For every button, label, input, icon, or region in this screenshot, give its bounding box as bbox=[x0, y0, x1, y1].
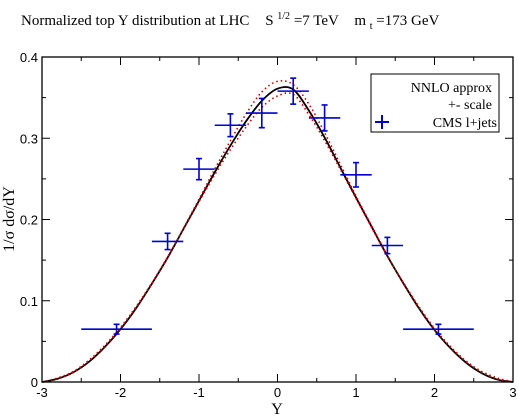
legend-line1: NNLO approx bbox=[411, 81, 492, 96]
legend-cms-label: CMS l+jets bbox=[433, 116, 497, 131]
data-points bbox=[81, 77, 474, 335]
y-axis-label: 1/σ dσ/dY bbox=[1, 186, 18, 252]
y-tick-label: 0.2 bbox=[20, 213, 38, 228]
cms-point bbox=[183, 157, 215, 181]
cms-point bbox=[151, 232, 184, 251]
y-tick-label: 0.3 bbox=[20, 131, 38, 146]
cms-point bbox=[81, 323, 152, 335]
legend-box bbox=[370, 73, 500, 133]
cms-point bbox=[340, 161, 372, 188]
y-tick-label: 0.1 bbox=[20, 294, 38, 309]
cms-point bbox=[277, 77, 309, 105]
cms-point bbox=[246, 97, 278, 129]
title-main: Normalized top Y distribution at LHC bbox=[21, 13, 249, 29]
title-energy-exp: 1/2 bbox=[277, 11, 290, 22]
chart-title: Normalized top Y distribution at LHC S 1… bbox=[21, 7, 439, 33]
plot-frame bbox=[41, 56, 514, 383]
x-tick-label: -1 bbox=[193, 385, 205, 400]
y-tick-label: 0.4 bbox=[20, 50, 38, 65]
cms-point bbox=[214, 113, 247, 138]
cms-point bbox=[403, 323, 474, 335]
x-tick-label: -3 bbox=[36, 385, 48, 400]
cms-point bbox=[308, 104, 341, 132]
cms-point bbox=[371, 236, 404, 255]
title-mass-label: m bbox=[354, 13, 366, 29]
x-tick-label: -2 bbox=[115, 385, 127, 400]
series-line-1 bbox=[41, 80, 514, 383]
title-energy-label: S bbox=[265, 13, 273, 29]
title-mass-sub: t bbox=[370, 21, 373, 32]
legend-line2: +- scale bbox=[448, 98, 492, 113]
x-tick-label: 0 bbox=[274, 385, 281, 400]
legend: NNLO approx +- scale CMS l+jets bbox=[370, 73, 500, 133]
x-tick-label: 2 bbox=[431, 385, 438, 400]
title-mass-value: =173 GeV bbox=[376, 13, 439, 29]
x-axis-label: Y bbox=[271, 401, 283, 417]
axis-ticks: -3 -2 -1 0 1 2 3 0 0.1 0.2 0.3 0.4 bbox=[20, 50, 517, 400]
title-energy-value: =7 TeV bbox=[294, 13, 339, 29]
x-tick-label: 1 bbox=[352, 385, 359, 400]
x-tick-label: 3 bbox=[509, 385, 516, 400]
series-line-2 bbox=[41, 92, 514, 383]
y-tick-label: 0 bbox=[31, 375, 38, 390]
